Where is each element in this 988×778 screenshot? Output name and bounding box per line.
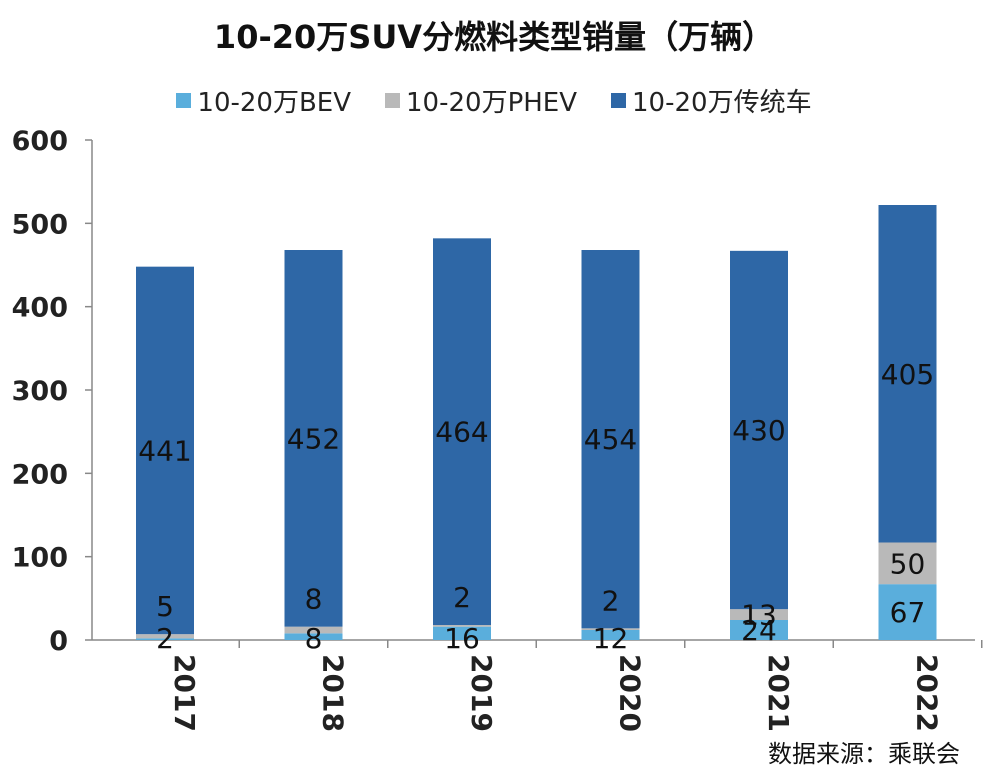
data-label: 2 — [156, 622, 174, 655]
bar-segment — [878, 205, 937, 543]
x-tick-label: 2019 — [465, 654, 498, 732]
chart-title: 10-20万SUV分燃料类型销量（万辆） — [213, 18, 775, 56]
x-tick-label: 2020 — [614, 654, 647, 732]
x-tick-label: 2018 — [317, 654, 350, 732]
data-label: 464 — [435, 416, 488, 449]
legend-label-bev: 10-20万BEV — [197, 87, 352, 118]
bar-segment — [284, 250, 343, 627]
data-label: 24 — [741, 614, 777, 647]
legend-swatch-ice — [611, 92, 627, 108]
y-tick-label: 0 — [49, 626, 68, 657]
bar-segment — [136, 266, 194, 635]
bar-segment — [433, 238, 491, 626]
x-tick-label: 2017 — [168, 654, 201, 732]
data-label: 16 — [444, 622, 480, 655]
y-tick-label: 200 — [12, 459, 68, 490]
x-tick-label: 2022 — [911, 654, 944, 732]
bar-segment — [136, 638, 194, 640]
data-label: 454 — [584, 423, 637, 456]
bar-segment — [284, 633, 343, 640]
bar-segment — [730, 250, 788, 610]
source-note: 数据来源：乘联会 — [768, 740, 960, 768]
y-tick-label: 500 — [12, 209, 68, 240]
bar-segment — [730, 620, 788, 640]
legend: 10-20万BEV 10-20万PHEV 10-20万传统车 — [0, 82, 988, 118]
bar-segment — [433, 625, 491, 627]
legend-item-bev: 10-20万BEV — [176, 82, 351, 119]
y-tick-label: 300 — [12, 376, 68, 407]
bar-segment — [878, 584, 937, 640]
legend-label-ice: 10-20万传统车 — [632, 87, 812, 118]
legend-label-phev: 10-20万PHEV — [406, 87, 578, 118]
bar-segment — [581, 250, 640, 629]
y-tick-label: 100 — [12, 543, 68, 574]
data-label: 441 — [138, 434, 191, 467]
data-label: 13 — [741, 599, 777, 632]
y-tick-label: 600 — [12, 126, 68, 157]
bar-segment — [581, 628, 640, 630]
bar-segment — [433, 626, 491, 640]
data-label: 405 — [881, 358, 934, 391]
data-label: 430 — [732, 414, 785, 447]
legend-swatch-bev — [176, 92, 192, 108]
legend-swatch-phev — [385, 92, 401, 108]
legend-item-ice: 10-20万传统车 — [611, 82, 812, 119]
data-label: 2 — [602, 584, 620, 617]
data-label: 50 — [890, 547, 926, 580]
data-label: 5 — [156, 590, 174, 623]
bar-segment — [581, 630, 640, 640]
bar-segment — [284, 626, 343, 634]
data-label: 8 — [305, 622, 323, 655]
data-label: 8 — [305, 583, 323, 616]
data-label: 452 — [287, 422, 340, 455]
bar-segment — [136, 634, 194, 639]
legend-item-phev: 10-20万PHEV — [385, 82, 577, 119]
data-label: 2 — [453, 581, 471, 614]
x-tick-label: 2021 — [762, 654, 795, 732]
y-tick-label: 400 — [12, 293, 68, 324]
bar-segment — [730, 609, 788, 620]
data-label: 67 — [890, 596, 926, 629]
bar-segment — [878, 542, 937, 585]
data-label: 12 — [593, 622, 629, 655]
